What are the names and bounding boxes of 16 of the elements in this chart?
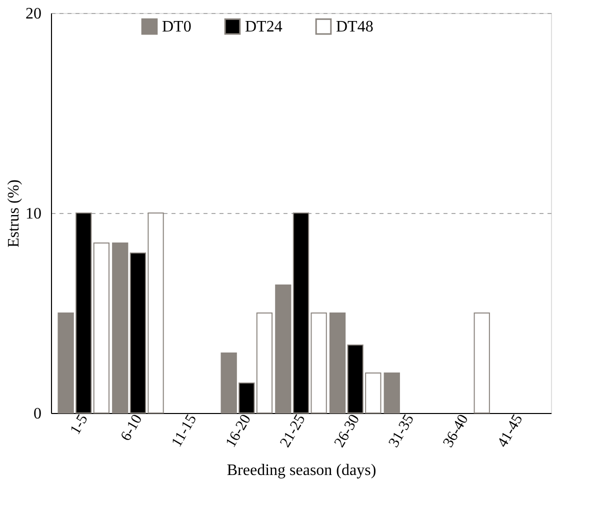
legend-label: DT0 <box>162 18 192 36</box>
x-axis-title: Breeding season (days) <box>226 462 376 479</box>
y-tick-label: 10 <box>26 206 42 222</box>
bar <box>474 312 490 414</box>
legend-label: DT24 <box>245 18 282 36</box>
y-tick-label: 20 <box>26 6 42 22</box>
x-tick-label: 1-5 <box>68 412 92 438</box>
bar <box>329 312 346 414</box>
legend-label: DT48 <box>336 18 374 36</box>
x-tick-label: 6-10 <box>118 412 146 444</box>
y-axis-title: Estrus (%) <box>6 180 22 248</box>
bar <box>384 372 400 414</box>
y-tick-label: 0 <box>34 406 42 422</box>
bar <box>93 242 110 414</box>
bar <box>112 242 128 414</box>
bar <box>256 312 273 414</box>
